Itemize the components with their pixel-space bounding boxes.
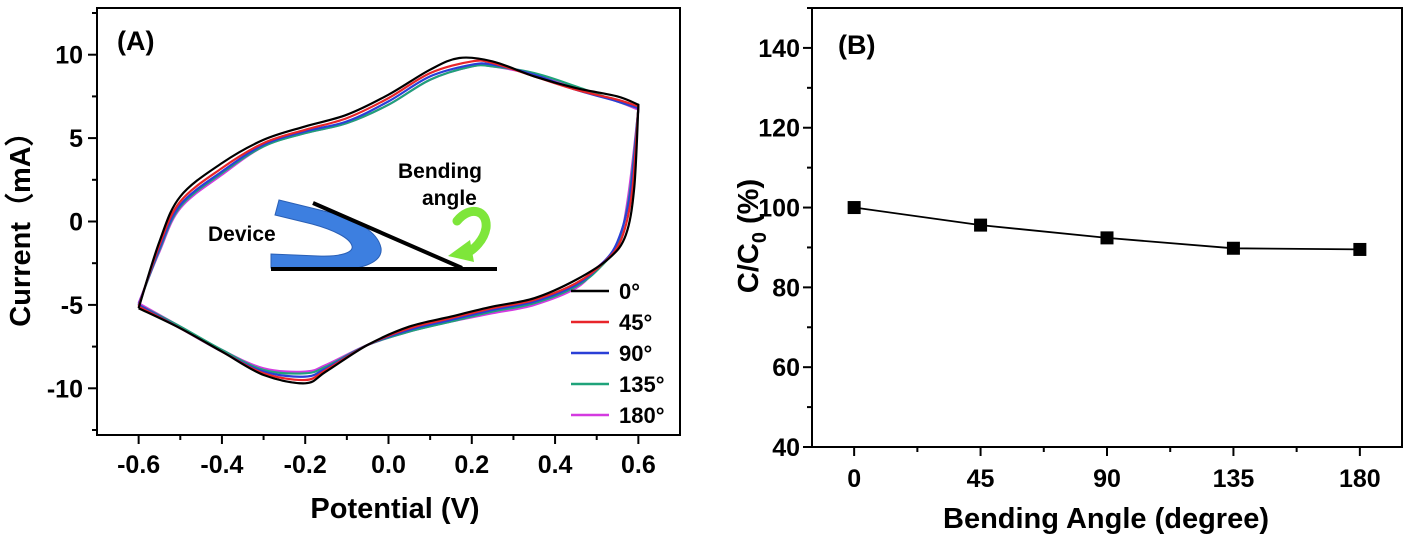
bending-label: Bending — [398, 160, 482, 183]
panel-a-y-tick-label: 0 — [69, 209, 83, 237]
panel-a-x-tick-label: 0.6 — [621, 451, 656, 479]
device-label: Device — [208, 223, 276, 246]
panel-b-y-tick-label: 100 — [758, 195, 800, 223]
panel-a: (A) -0.6 -0.4 -0.2 0.0 0.2 0.4 0.6 -10 -5 0 5 10 Po… — [4, 7, 681, 525]
panel-a-y-tick-label: -10 — [47, 375, 83, 403]
panel-b-x-tick-label: 0 — [847, 465, 861, 493]
panel-a-ticks: -0.6 -0.4 -0.2 0.0 0.2 0.4 0.6 -10 -5 0 5 10 — [47, 12, 656, 479]
panel-a-x-tick-label: -0.4 — [200, 451, 243, 479]
panel-b-x-tick-label: 135 — [1213, 465, 1255, 493]
panel-a-y-tick-label: -5 — [61, 292, 83, 320]
panel-a-x-tick-label: 0.4 — [538, 451, 573, 479]
bending-inset: Device Bending angle — [208, 160, 497, 271]
legend-label: 90° — [619, 341, 652, 366]
legend-label: 135° — [619, 372, 665, 397]
panel-b-points — [847, 201, 1367, 256]
panel-a-legend: 0° 45° 90° 135° 180° — [571, 279, 665, 428]
panel-b-data-point — [1353, 242, 1367, 256]
panel-a-y-axis-label: Current（mA） — [4, 117, 37, 326]
panel-a-plot-frame — [96, 7, 681, 436]
panel-b-y-tick-label: 140 — [758, 35, 800, 63]
panel-b-plot-frame — [811, 7, 1403, 448]
arrow-head-icon — [448, 240, 474, 262]
panel-b-x-axis-label: Bending Angle (degree) — [943, 503, 1269, 535]
panel-b-y-tick-label: 60 — [772, 354, 800, 382]
panel-b-label: (B) — [838, 30, 875, 60]
cv-curve-0deg — [137, 56, 640, 385]
panel-b-data-point — [847, 201, 861, 215]
panel-a-y-tick-label: 10 — [55, 42, 83, 70]
legend-label: 0° — [619, 279, 640, 304]
panel-b-y-axis-label: C/C0 (%) — [733, 179, 771, 293]
curved-arrow-icon — [452, 206, 491, 259]
cv-curve-180deg — [137, 63, 640, 373]
bending-angle-line — [312, 201, 463, 270]
legend-label: 180° — [619, 403, 665, 428]
panel-b-x-tick-label: 90 — [1093, 465, 1121, 493]
panel-a-curves — [137, 56, 640, 385]
panel-a-x-tick-label: -0.2 — [284, 451, 327, 479]
panel-b-y-tick-label: 120 — [758, 115, 800, 143]
panel-a-x-axis-label: Potential (V) — [310, 493, 479, 525]
panel-b-y-label-sub: 0 — [749, 232, 771, 243]
panel-b-y-label-main: C/C — [733, 243, 765, 293]
panel-a-label: (A) — [117, 26, 154, 56]
panel-b: (B) 0 45 90 135 180 40 60 80 100 120 140 Bending A… — [733, 7, 1403, 535]
angle-label: angle — [422, 187, 477, 210]
legend-label: 45° — [619, 310, 652, 335]
panel-b-y-tick-label: 40 — [772, 434, 800, 462]
panel-b-x-tick-label: 45 — [967, 465, 995, 493]
panel-a-x-tick-label: 0.2 — [454, 451, 489, 479]
panel-b-y-tick-label: 80 — [772, 274, 800, 302]
panel-a-x-tick-label: -0.6 — [117, 451, 160, 479]
panel-b-data-point — [1226, 241, 1240, 255]
panel-b-ticks: 0 45 90 135 180 40 60 80 100 120 140 — [758, 7, 1381, 493]
panel-b-y-label-tail: (%) — [733, 179, 765, 232]
cv-curve-45deg — [137, 59, 640, 382]
panel-a-x-tick-label: 0.0 — [371, 451, 406, 479]
panel-b-data-point — [974, 218, 988, 232]
panel-b-data-point — [1100, 231, 1114, 245]
panel-a-y-tick-label: 5 — [69, 125, 83, 153]
cv-curve-135deg — [137, 64, 640, 375]
cv-curve-90deg — [137, 62, 640, 378]
panel-b-x-tick-label: 180 — [1339, 465, 1381, 493]
